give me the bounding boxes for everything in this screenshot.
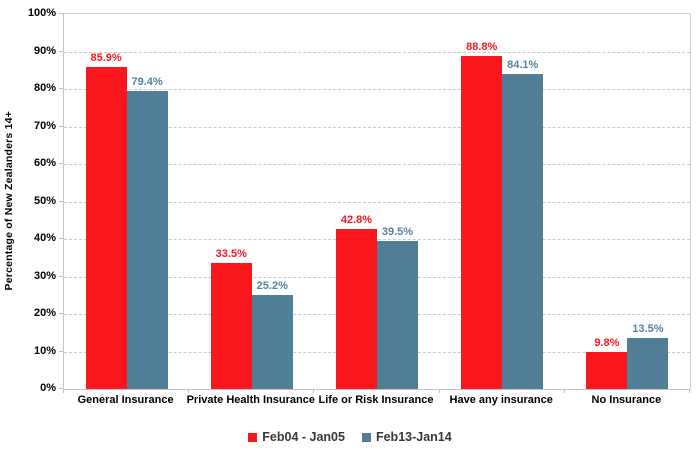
y-tick-label: 0% <box>40 382 56 394</box>
x-tick-label: Life or Risk Insurance <box>318 394 434 406</box>
y-tick-mark <box>59 50 63 52</box>
x-tick-mark <box>313 389 315 393</box>
bar-value-label: 88.8% <box>466 41 498 53</box>
x-tick-mark <box>63 389 64 393</box>
bar-value-label: 25.2% <box>256 279 288 292</box>
y-tick-mark <box>59 238 63 239</box>
bar-group: 85.9% 79.4% <box>64 14 189 389</box>
gridline <box>64 51 690 53</box>
y-tick-mark <box>59 125 63 127</box>
gridline <box>64 201 690 203</box>
x-tick-label: Private Health Insurance <box>186 394 315 406</box>
x-tick-label: Have any insurance <box>449 394 553 406</box>
bar <box>376 240 418 389</box>
y-tick-label: 20% <box>33 307 56 319</box>
bar-group: 9.8% 13.5% <box>565 14 690 389</box>
bar <box>461 56 503 389</box>
y-tick-mark <box>59 313 63 314</box>
bar-value-label: 33.5% <box>215 248 247 261</box>
plot-area: 85.9% 79.4% 33.5% 25.2% 42.8% 39.5% 88.8% 84.1%… <box>63 13 691 390</box>
y-tick-label: 50% <box>33 194 56 207</box>
y-tick-mark <box>59 88 63 89</box>
bar <box>502 73 544 389</box>
bar-group: 42.8% 39.5% <box>314 14 439 389</box>
y-tick-mark <box>59 200 63 202</box>
bar <box>627 338 669 389</box>
x-tick-label: No Insurance <box>591 394 662 406</box>
bar-value-label: 39.5% <box>381 225 414 238</box>
y-tick-mark <box>59 163 63 164</box>
legend-swatch <box>361 432 371 442</box>
bar-group: 88.8% 84.1% <box>440 14 565 389</box>
bar-value-label: 79.4% <box>131 76 163 89</box>
x-tick-mark <box>438 389 440 393</box>
y-tick-label: 90% <box>33 44 56 57</box>
bar-group: 33.5% 25.2% <box>189 14 314 389</box>
x-tick-label: General Insurance <box>77 394 174 406</box>
bar <box>586 352 628 389</box>
bar <box>126 91 168 389</box>
y-tick-label: 10% <box>33 344 56 357</box>
y-tick-mark <box>59 350 63 352</box>
y-tick-mark <box>59 13 63 14</box>
legend-label: Feb04 - Jan05 <box>262 430 345 444</box>
x-tick-mark <box>689 389 690 393</box>
gridline <box>64 89 690 90</box>
bar <box>85 66 127 389</box>
legend-item: Feb04 - Jan05 <box>248 430 345 444</box>
gridline <box>64 239 690 240</box>
x-tick-mark <box>188 389 190 393</box>
bar-value-label: 85.9% <box>90 51 122 64</box>
bar <box>335 228 377 389</box>
legend-label: Feb13-Jan14 <box>375 430 452 444</box>
y-tick-mark <box>59 275 63 277</box>
gridline <box>64 126 690 128</box>
legend-item: Feb13-Jan14 <box>361 430 452 444</box>
bar <box>251 294 293 389</box>
x-tick-mark <box>563 389 565 393</box>
bar-value-label: 9.8% <box>594 337 620 350</box>
bar-value-label: 84.1% <box>507 58 539 71</box>
legend-swatch <box>248 432 258 442</box>
bar-value-label: 13.5% <box>632 323 664 336</box>
y-tick-mark <box>59 388 63 389</box>
y-tick-label: 40% <box>33 232 56 244</box>
bar-value-label: 42.8% <box>340 213 373 226</box>
legend: Feb04 - Jan05 Feb13-Jan14 <box>0 430 700 444</box>
bar <box>210 263 252 389</box>
y-tick-label: 80% <box>33 82 56 94</box>
y-tick-label: 60% <box>33 157 56 169</box>
y-tick-label: 30% <box>33 269 56 282</box>
y-tick-label: 100% <box>27 7 56 19</box>
y-tick-label: 70% <box>33 119 56 132</box>
gridline <box>64 164 690 165</box>
